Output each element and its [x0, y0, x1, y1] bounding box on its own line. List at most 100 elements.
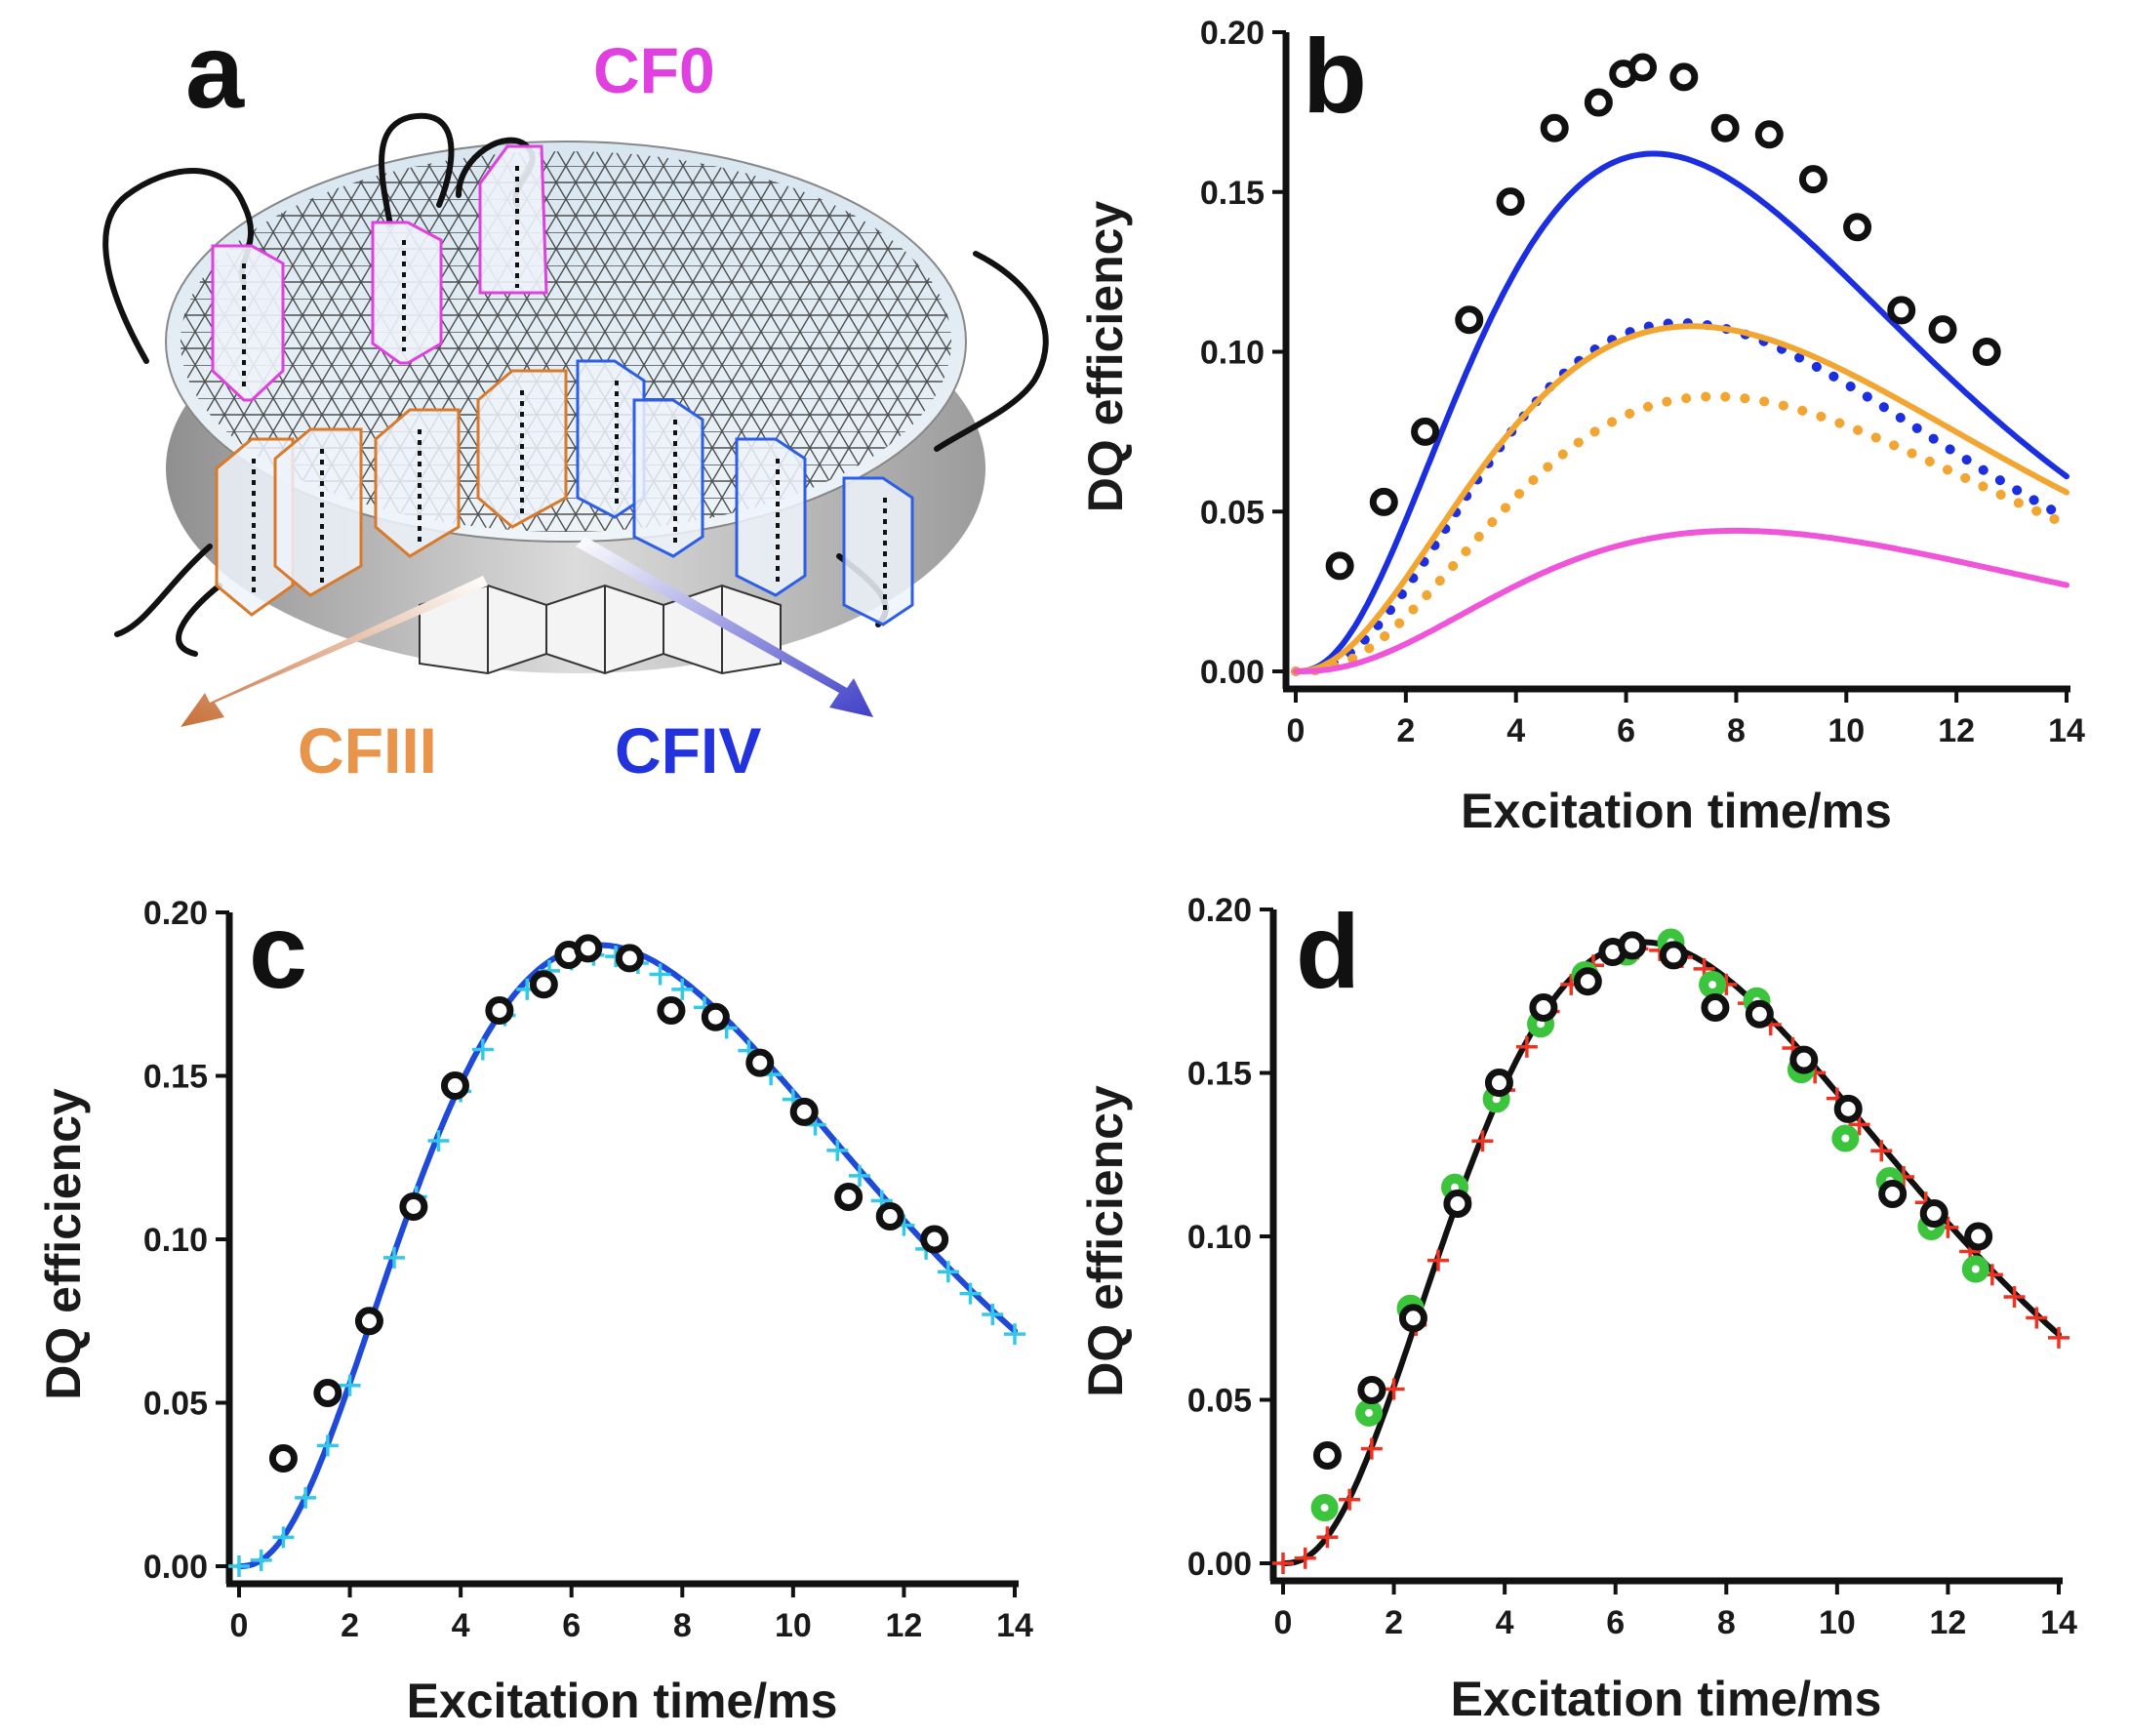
data-point	[313, 1378, 342, 1407]
series-cross-marker	[937, 1261, 959, 1283]
data-point	[1496, 187, 1525, 217]
series-cross-marker	[1294, 1547, 1316, 1569]
y-tick-label: 0.15	[1187, 1056, 1252, 1093]
series-cross-marker	[383, 1246, 405, 1269]
series-cross-marker	[1515, 1035, 1538, 1058]
x-tick-label: 8	[1717, 1604, 1736, 1641]
y-tick-label: 0.05	[143, 1386, 208, 1423]
data-point	[875, 1202, 904, 1231]
y-tick-label: 0.00	[1200, 654, 1265, 691]
y-tick-label: 0.10	[1200, 335, 1265, 372]
panel-d-letter: d	[1296, 892, 1360, 1010]
data-point	[1618, 931, 1647, 960]
x-tick-label: 10	[775, 1607, 812, 1644]
series-cross-marker	[1272, 1553, 1294, 1574]
data-point	[1540, 113, 1569, 142]
data-point-center	[1841, 1134, 1850, 1143]
data-point-center	[1971, 1265, 1980, 1273]
series-cross-marker	[1471, 1130, 1494, 1152]
series-cross-marker	[649, 963, 671, 986]
data-point	[1659, 941, 1688, 970]
data-point	[1789, 1045, 1819, 1074]
data-point	[1484, 1069, 1513, 1098]
x-tick-label: 12	[1938, 712, 1975, 749]
x-tick-label: 6	[1617, 712, 1635, 749]
y-tick-label: 0.05	[1200, 494, 1265, 531]
x-tick-label: 8	[673, 1607, 692, 1644]
x-tick-label: 2	[1385, 1604, 1403, 1641]
data-point	[485, 996, 514, 1025]
y-tick-label: 0.15	[143, 1059, 208, 1096]
cf0-helices	[211, 144, 548, 402]
data-point	[1455, 305, 1484, 335]
y-tick-label: 0.00	[143, 1549, 208, 1586]
series-cross-marker	[2048, 1326, 2069, 1349]
series-cross-marker	[1870, 1140, 1893, 1162]
x-tick-label: 0	[230, 1607, 249, 1644]
series-line	[1293, 323, 2069, 674]
y-axis-title: DQ efficiency	[1078, 201, 1133, 513]
data-point	[1443, 1190, 1472, 1218]
series-line	[236, 942, 1018, 1569]
data-point	[1669, 62, 1699, 92]
series-cross-marker	[1004, 1323, 1025, 1346]
data-point	[1833, 1094, 1863, 1123]
data-point	[1573, 967, 1602, 996]
x-tick-label: 2	[1396, 712, 1415, 749]
data-point-center	[1708, 981, 1717, 989]
data-point	[1972, 338, 2001, 366]
panel-b-chart: 0.00 0.05 0.10 0.15 0.20 0 2 4 6 8 10 12 14 Excitatio…	[1078, 15, 2085, 838]
panel-b-letter: b	[1303, 17, 1367, 135]
data-point	[1710, 113, 1740, 142]
data-point	[1529, 993, 1558, 1022]
data-point-center	[1365, 1408, 1374, 1417]
data-point-center	[1537, 1020, 1546, 1029]
data-point	[1701, 993, 1730, 1022]
x-tick-label: 4	[1506, 712, 1525, 749]
data-point	[615, 944, 644, 973]
x-tick-label: 10	[1819, 1604, 1856, 1641]
data-point	[1411, 417, 1440, 446]
y-tick-label: 0.20	[1200, 15, 1265, 52]
data-point	[1745, 999, 1774, 1029]
series-line	[1293, 150, 2069, 674]
series-cross-marker	[427, 1130, 450, 1152]
data-point	[1843, 213, 1872, 242]
lattice-edge-lines	[487, 585, 723, 673]
y-tick-label: 0.20	[143, 895, 208, 932]
series-cross-marker	[250, 1549, 272, 1571]
series-cross-marker	[1427, 1249, 1449, 1272]
x-axis-title: Excitation time/ms	[1451, 1672, 1882, 1726]
data-point-center	[1451, 1183, 1460, 1191]
series-cross-marker	[1383, 1378, 1405, 1400]
series-cross-marker	[471, 1038, 494, 1061]
series-line	[1280, 939, 2062, 1566]
data-point	[1584, 88, 1613, 117]
x-tick-label: 8	[1727, 712, 1746, 749]
x-axis-title: Excitation time/ms	[1461, 784, 1892, 838]
data-point	[529, 970, 558, 999]
x-tick-label: 0	[1274, 1604, 1293, 1641]
series-cross-marker	[2026, 1307, 2048, 1329]
data-point-center	[1320, 1504, 1329, 1513]
panel-c-chart: 0.00 0.05 0.10 0.15 0.20 0 2 4 6 8 10 12 14 Excitatio…	[36, 895, 1033, 1728]
series-cross-marker	[1360, 1437, 1383, 1460]
cfiii-label: CFIII	[298, 714, 437, 787]
data-point	[1312, 1440, 1342, 1470]
series-cross-marker	[228, 1555, 250, 1577]
data-point	[745, 1048, 775, 1077]
cfiii-helix-axes	[252, 390, 524, 595]
x-tick-label: 14	[996, 1607, 1033, 1644]
cfiii-arrow	[181, 576, 488, 727]
series-cross-marker	[1316, 1526, 1339, 1549]
y-tick-label: 0.10	[1187, 1219, 1252, 1256]
panel-a-letter: a	[185, 12, 245, 130]
data-point	[1369, 487, 1398, 516]
y-axis-title: DQ efficiency	[1078, 1085, 1133, 1397]
y-tick-label: 0.00	[1187, 1546, 1252, 1583]
cfiv-arrow	[576, 537, 873, 717]
x-tick-label: 14	[2048, 712, 2085, 749]
data-point	[1798, 165, 1828, 194]
data-point	[399, 1192, 428, 1221]
series-line	[1291, 318, 2071, 676]
